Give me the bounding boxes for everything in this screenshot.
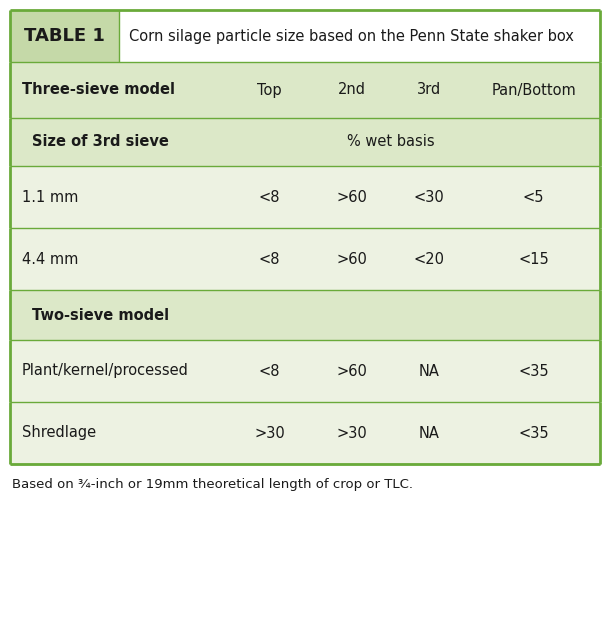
Text: Pan/Bottom: Pan/Bottom — [491, 83, 576, 97]
Text: % wet basis: % wet basis — [346, 135, 434, 150]
Text: Based on ¾-inch or 19mm theoretical length of crop or TLC.: Based on ¾-inch or 19mm theoretical leng… — [12, 478, 413, 491]
Text: <15: <15 — [518, 252, 549, 266]
Text: NA: NA — [418, 425, 439, 440]
Text: <8: <8 — [259, 189, 281, 204]
Text: <20: <20 — [414, 252, 445, 266]
Text: Three-sieve model: Three-sieve model — [22, 83, 175, 97]
Text: >30: >30 — [337, 425, 368, 440]
Text: <30: <30 — [414, 189, 444, 204]
Text: <35: <35 — [518, 363, 549, 379]
Text: Corn silage particle size based on the Penn State shaker box: Corn silage particle size based on the P… — [129, 29, 574, 43]
Text: <35: <35 — [518, 425, 549, 440]
Text: <8: <8 — [259, 363, 281, 379]
Text: TABLE 1: TABLE 1 — [24, 27, 105, 45]
Text: 1.1 mm: 1.1 mm — [22, 189, 78, 204]
Text: >60: >60 — [337, 363, 368, 379]
Bar — [10, 228, 600, 290]
Text: Top: Top — [257, 83, 282, 97]
Bar — [10, 340, 600, 402]
Text: 2nd: 2nd — [338, 83, 366, 97]
Bar — [10, 118, 600, 166]
Text: 4.4 mm: 4.4 mm — [22, 252, 78, 266]
Text: NA: NA — [418, 363, 439, 379]
Bar — [119, 10, 600, 62]
Text: <5: <5 — [523, 189, 544, 204]
Text: 3rd: 3rd — [417, 83, 441, 97]
Bar — [10, 402, 600, 464]
Text: Two-sieve model: Two-sieve model — [32, 307, 169, 322]
Bar — [10, 10, 119, 62]
Text: Shredlage: Shredlage — [22, 425, 96, 440]
Bar — [10, 290, 600, 340]
Text: >60: >60 — [337, 189, 368, 204]
Text: <8: <8 — [259, 252, 281, 266]
Bar — [10, 62, 600, 118]
Text: >30: >30 — [254, 425, 285, 440]
Text: Size of 3rd sieve: Size of 3rd sieve — [32, 135, 169, 150]
Text: Plant/kernel/processed: Plant/kernel/processed — [22, 363, 189, 379]
Bar — [10, 166, 600, 228]
Text: >60: >60 — [337, 252, 368, 266]
